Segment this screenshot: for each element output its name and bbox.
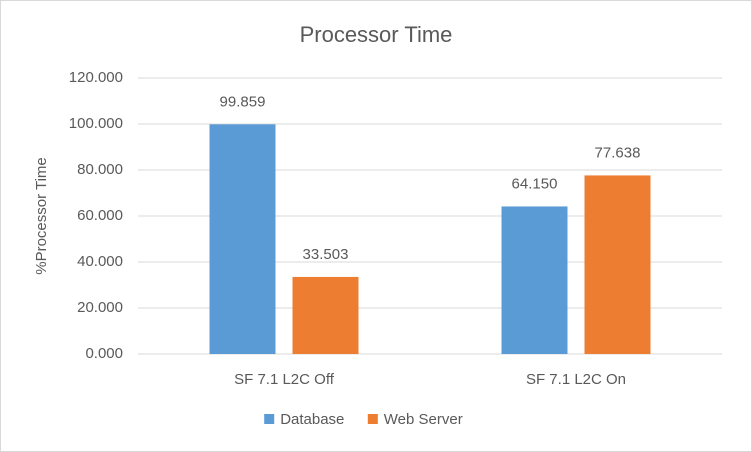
data-label: 77.638 (595, 144, 641, 161)
legend-swatch (264, 414, 275, 424)
y-tick-label: 120.000 (69, 69, 123, 86)
legend-swatch (367, 414, 378, 424)
legend-label: Web Server (384, 411, 463, 428)
y-tick-label: 20.000 (77, 299, 123, 316)
x-tick-label: SF 7.1 L2C Off (234, 371, 335, 388)
x-tick-label: SF 7.1 L2C On (526, 371, 626, 388)
y-tick-label: 60.000 (77, 207, 123, 224)
y-tick-label: 0.000 (85, 345, 123, 362)
data-label: 64.150 (512, 175, 558, 192)
chart-title: Processor Time (300, 22, 453, 47)
data-label: 33.503 (303, 246, 349, 263)
data-label: 99.859 (220, 93, 266, 110)
y-axis-label: %Processor Time (33, 157, 50, 275)
bar (501, 206, 568, 354)
y-tick-label: 80.000 (77, 161, 123, 178)
legend-label: Database (280, 411, 344, 428)
bar (584, 175, 651, 354)
bar (292, 276, 359, 354)
y-tick-label: 40.000 (77, 253, 123, 270)
y-tick-label: 100.000 (69, 115, 123, 132)
bar (209, 124, 276, 354)
